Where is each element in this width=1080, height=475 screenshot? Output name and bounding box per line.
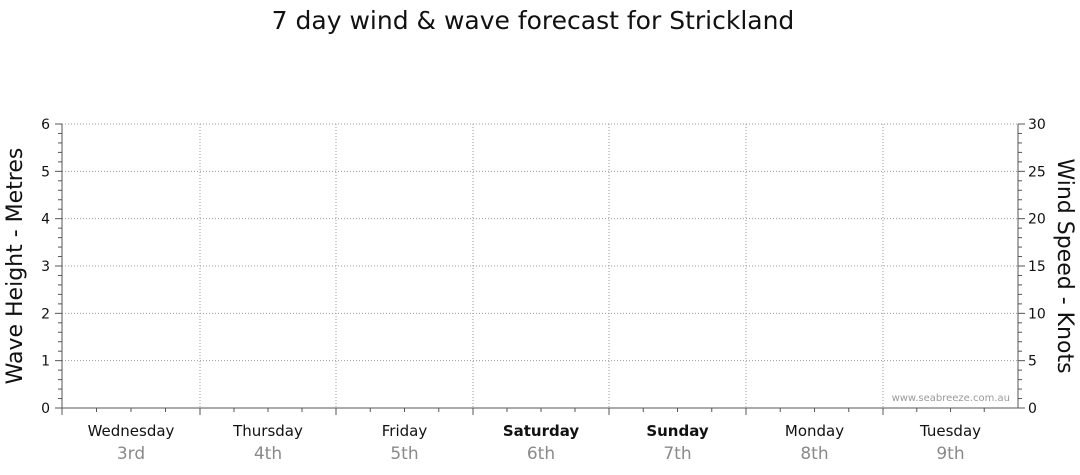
right-axis-label: Wind Speed - Knots (1052, 158, 1077, 373)
day-date-label: 8th (800, 444, 828, 464)
chart-title: 7 day wind & wave forecast for Stricklan… (272, 6, 795, 35)
day-name-label: Wednesday (88, 422, 175, 440)
day-date-label: 5th (390, 444, 418, 464)
right-tick-label: 30 (1028, 117, 1046, 133)
watermark-text: www.seabreeze.com.au (892, 393, 1010, 404)
day-name-label: Thursday (232, 422, 303, 440)
left-axis-ticks: 0 1 2 3 4 5 6 (41, 117, 62, 417)
axes (61, 124, 1019, 415)
day-labels: Wednesday 3rd Thursday 4th Friday 5th Saturday… (88, 422, 982, 464)
day-date-label: 4th (254, 444, 282, 464)
left-tick-label: 6 (41, 117, 50, 133)
right-tick-label: 0 (1028, 401, 1037, 417)
left-axis-label: Wave Height - Metres (3, 148, 28, 385)
right-tick-label: 5 (1028, 354, 1037, 370)
day-date-label: 6th (527, 444, 555, 464)
grid-lines (62, 123, 1018, 408)
day-name-label: Sunday (646, 422, 709, 440)
left-tick-label: 4 (41, 212, 50, 228)
left-tick-label: 3 (41, 259, 50, 275)
day-date-label: 7th (663, 444, 691, 464)
day-name-label: Friday (382, 422, 428, 440)
day-name-label: Saturday (503, 422, 580, 440)
right-tick-label: 20 (1028, 212, 1046, 228)
day-date-label: 3rd (117, 444, 145, 464)
left-tick-label: 0 (41, 401, 50, 417)
left-tick-label: 5 (41, 164, 50, 180)
right-tick-label: 10 (1028, 306, 1046, 322)
left-tick-label: 2 (41, 306, 50, 322)
right-tick-label: 25 (1028, 164, 1046, 180)
right-tick-label: 15 (1028, 259, 1046, 275)
right-axis-ticks: 0 5 10 15 20 25 30 (1018, 117, 1046, 417)
day-name-label: Tuesday (919, 422, 981, 440)
day-name-label: Monday (785, 422, 844, 440)
day-date-label: 9th (936, 444, 964, 464)
left-tick-label: 1 (41, 354, 50, 370)
